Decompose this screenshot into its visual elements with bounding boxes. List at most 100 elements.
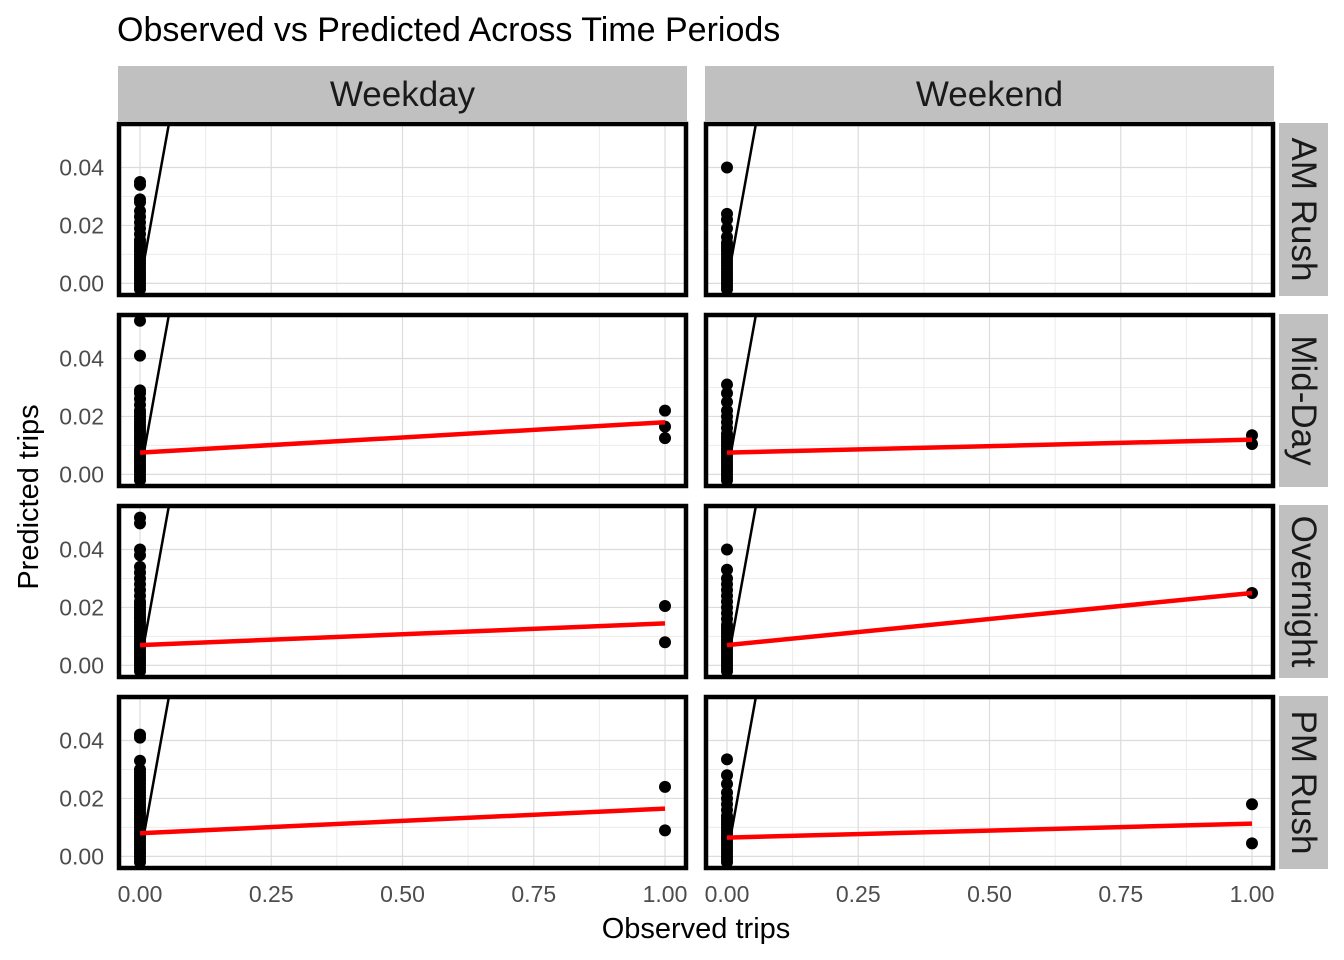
fit-line (726, 590, 1253, 648)
panel-content (721, 506, 1258, 677)
y-axis-title: Predicted trips (13, 404, 45, 589)
panel-border (703, 121, 1276, 298)
panel-content (134, 315, 671, 486)
y-tick-label: 0.00 (59, 652, 104, 678)
panel-border (116, 312, 689, 489)
x-axis-title: Observed trips (602, 913, 791, 945)
data-point (721, 777, 733, 790)
row-strip-label-pm-rush: PM Rush (1284, 711, 1323, 855)
panel-content (721, 315, 1258, 486)
column-strip-label-weekend: Weekend (916, 75, 1063, 114)
x-tick-label: 0.50 (967, 881, 1012, 907)
data-point (721, 856, 733, 868)
x-tick-label: 0.25 (249, 881, 294, 907)
row-strip-am-rush (1279, 123, 1328, 296)
data-point (1246, 798, 1258, 811)
panel-am-rush-weekend (703, 121, 1276, 298)
y-tick-label: 0.04 (59, 727, 104, 753)
data-point (134, 754, 146, 767)
y-tick-label: 0.04 (59, 536, 104, 562)
data-point (721, 474, 733, 486)
data-point (659, 404, 671, 417)
fit-line (139, 621, 666, 648)
data-point (659, 780, 671, 793)
data-point (134, 196, 146, 209)
row-strip-mid-day (1279, 314, 1328, 487)
data-point (721, 161, 733, 174)
fit-line (139, 806, 666, 836)
data-point (134, 856, 146, 868)
x-tick-label: 0.75 (1098, 881, 1143, 907)
panel-content (134, 697, 671, 868)
panels-layer: Weekday Weekend AM Rush Mid-Day Overnight PM … (59, 66, 1328, 907)
x-tick-label: 0.00 (118, 881, 163, 907)
y-tick-label: 0.02 (59, 594, 104, 620)
panel-overnight-weekend (703, 503, 1276, 680)
data-point (134, 731, 146, 744)
y-tick-label: 0.04 (59, 154, 104, 180)
x-tick-label: 0.50 (380, 881, 425, 907)
y-tick-label: 0.02 (59, 785, 104, 811)
data-point (721, 563, 733, 576)
row-strip-overnight (1279, 505, 1328, 678)
y-tick-label: 0.00 (59, 843, 104, 869)
column-strip-weekday (118, 66, 687, 121)
data-point (134, 665, 146, 677)
panel-border (703, 503, 1276, 680)
x-tick-label: 0.00 (705, 881, 750, 907)
data-point (721, 213, 733, 226)
row-strip-label-am-rush: AM Rush (1284, 138, 1323, 282)
data-point (134, 349, 146, 362)
panel-content (721, 124, 758, 295)
data-point (721, 283, 733, 295)
fit-line (726, 821, 1253, 840)
panel-border (116, 503, 689, 680)
data-point (134, 549, 146, 562)
panel-pm-rush-weekend: 0.00 0.25 0.50 0.75 1.00 (703, 694, 1276, 907)
data-point (659, 599, 671, 612)
data-point (721, 753, 733, 766)
column-strip-weekend (705, 66, 1274, 121)
panel-mid-day-weekend (703, 312, 1276, 489)
data-point (659, 432, 671, 445)
x-tick-label: 1.00 (1230, 881, 1275, 907)
column-strip-label-weekday: Weekday (330, 75, 476, 114)
y-tick-label: 0.00 (59, 461, 104, 487)
data-point (721, 665, 733, 677)
chart-title: Observed vs Predicted Across Time Period… (117, 11, 780, 49)
data-point (134, 517, 146, 530)
data-point (721, 395, 733, 408)
data-point (134, 474, 146, 486)
y-tick-label: 0.04 (59, 345, 104, 371)
data-point (721, 543, 733, 556)
panel-content (134, 124, 171, 295)
fit-line (726, 437, 1253, 455)
data-point (659, 636, 671, 649)
fit-line (139, 419, 666, 455)
data-point (721, 769, 733, 782)
y-tick-label: 0.02 (59, 403, 104, 429)
x-tick-label: 1.00 (643, 881, 688, 907)
panel-content (134, 506, 671, 677)
data-point (721, 222, 733, 235)
y-tick-label: 0.00 (59, 270, 104, 296)
data-point (1246, 837, 1258, 850)
panel-overnight-weekday: 0.00 0.02 0.04 (59, 503, 689, 680)
data-point (134, 283, 146, 295)
panel-pm-rush-weekday: 0.00 0.02 0.04 0.00 0.25 0.50 0.75 1.00 (59, 694, 689, 907)
data-point (721, 378, 733, 391)
x-tick-label: 0.25 (836, 881, 881, 907)
panel-mid-day-weekday: 0.00 0.02 0.04 (59, 312, 689, 489)
data-point (659, 824, 671, 837)
y-tick-label: 0.02 (59, 212, 104, 238)
data-point (134, 315, 146, 327)
panel-am-rush-weekday: 0.00 0.02 0.04 (59, 121, 689, 298)
data-point (721, 387, 733, 400)
panel-border (116, 121, 689, 298)
panel-border (703, 694, 1276, 871)
row-strip-pm-rush (1279, 696, 1328, 869)
panel-content (721, 697, 1258, 868)
row-strip-label-mid-day: Mid-Day (1284, 335, 1323, 466)
